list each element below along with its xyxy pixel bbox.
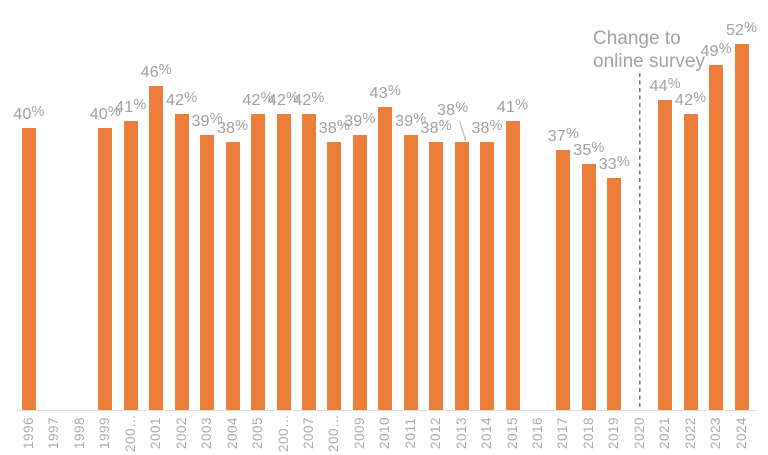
tick-label-2001: 2001 (148, 416, 164, 450)
tick-label-2006: 200… (275, 413, 291, 453)
bar-2021 (658, 100, 673, 410)
bar-2008 (327, 142, 342, 410)
bar-2022 (683, 114, 698, 410)
tick-label-2010: 2010 (377, 416, 393, 450)
bar-2019 (607, 177, 622, 410)
bar-2018 (581, 163, 596, 410)
value-label-2005: 42% (242, 90, 274, 110)
bar-2007 (301, 114, 316, 410)
bar-2001 (149, 86, 164, 410)
tick-label-2007: 2007 (300, 416, 316, 450)
tick-label-2012: 2012 (428, 416, 444, 450)
tick-label-1996: 1996 (21, 416, 36, 450)
value-label-2024: 52% (725, 19, 758, 39)
tick-label-2004: 2004 (224, 416, 240, 450)
x-axis-line (17, 410, 756, 411)
bar-2017 (556, 149, 571, 410)
bar-2015 (505, 121, 520, 410)
value-label-2023: 49% (700, 41, 732, 61)
bar-2000 (123, 121, 138, 410)
bar-2002 (174, 114, 189, 410)
tick-label-2016: 2016 (530, 416, 545, 450)
value-label-1999: 40% (89, 104, 121, 124)
annotation-line-1: Change to (593, 28, 681, 49)
annotation-change-to-online-survey: Change to online survey (593, 27, 705, 73)
value-label-2000: 41% (115, 97, 147, 117)
value-label-2015: 41% (496, 97, 529, 117)
bar-2011 (403, 135, 418, 410)
tick-label-2000: 200… (122, 413, 138, 453)
tick-label-2019: 2019 (606, 416, 622, 450)
bar-2010 (378, 107, 393, 410)
value-label-2021: 44% (649, 76, 681, 96)
value-label-2004: 38% (216, 118, 249, 138)
annotation-line-2: online survey (593, 51, 705, 72)
tick-label-1998: 1998 (71, 416, 87, 450)
value-label-2011: 39% (395, 111, 427, 131)
tick-label-2020: 2020 (631, 416, 647, 450)
value-label-2002: 42% (166, 90, 198, 110)
tick-label-2024: 2024 (733, 416, 749, 450)
bar-2023 (709, 65, 724, 410)
bar-2012 (429, 142, 444, 410)
value-label-2017: 37% (547, 125, 580, 145)
value-label-2013: 38% (436, 100, 469, 120)
value-label-1996: 40% (13, 104, 45, 124)
bar-2024 (734, 43, 749, 410)
value-label-2022: 42% (675, 90, 707, 110)
tick-label-2013: 2013 (453, 416, 469, 450)
value-label-2014: 38% (471, 118, 503, 138)
value-label-2019: 33% (598, 153, 630, 173)
tick-label-2023: 2023 (708, 416, 724, 450)
tick-label-1999: 1999 (97, 416, 113, 450)
tick-label-2015: 2015 (504, 416, 520, 450)
bar-2006 (276, 114, 291, 410)
bar-1999 (98, 128, 113, 410)
tick-label-2002: 2002 (173, 416, 189, 450)
tick-label-2011: 2011 (402, 417, 418, 449)
value-label-2012: 38% (420, 118, 452, 138)
tick-label-2009: 2009 (351, 416, 367, 450)
bar-2009 (352, 135, 367, 410)
bar-2003 (200, 135, 215, 410)
value-label-2003: 39% (191, 111, 223, 131)
value-label-2010: 43% (369, 83, 401, 103)
tick-label-2014: 2014 (479, 416, 495, 450)
value-label-2006: 42% (267, 90, 300, 110)
bar-2004 (225, 142, 240, 410)
tick-label-2008: 200… (326, 413, 342, 453)
tick-label-2005: 2005 (250, 416, 266, 450)
bar-2014 (480, 142, 495, 410)
tick-label-2021: 2021 (657, 416, 673, 450)
tick-label-2017: 2017 (555, 416, 571, 450)
tick-label-2003: 2003 (199, 416, 215, 450)
tick-label-2018: 2018 (580, 416, 596, 450)
bar-1996 (22, 128, 36, 410)
value-label-2018: 35% (573, 139, 605, 159)
value-label-2009: 39% (344, 111, 376, 131)
bar-2013 (454, 142, 469, 410)
tick-label-1997: 1997 (46, 416, 62, 450)
value-label-2001: 46% (140, 62, 172, 82)
tick-label-2022: 2022 (682, 416, 698, 450)
value-label-2007: 42% (293, 90, 325, 110)
value-label-2008: 38% (318, 118, 351, 138)
bar-2005 (251, 114, 266, 410)
